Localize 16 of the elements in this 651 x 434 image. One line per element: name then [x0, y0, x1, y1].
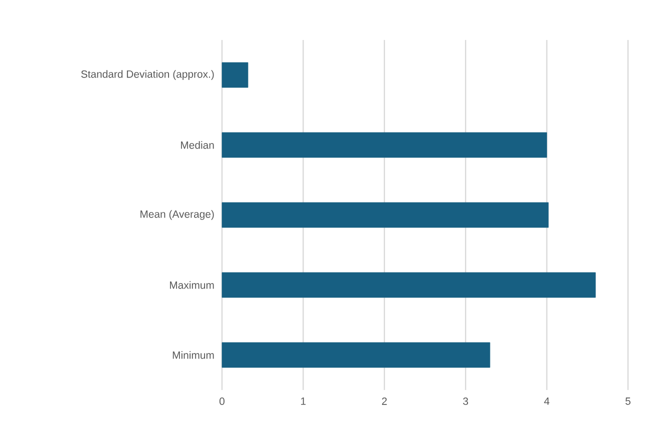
y-tick-label: Median [181, 141, 214, 149]
bar [222, 62, 248, 88]
x-tick-label: 5 [626, 398, 630, 405]
y-tick-label: Minimum [172, 351, 214, 359]
x-tick-label: 1 [301, 398, 306, 405]
x-tick-label: 4 [544, 398, 550, 405]
bar [222, 272, 596, 298]
bar [222, 202, 549, 228]
x-tick-label: 2 [382, 398, 387, 405]
x-tick-label: 3 [463, 398, 468, 405]
y-tick-label: Standard Deviation (approx.) [81, 70, 214, 80]
y-tick-label: Maximum [170, 281, 214, 289]
x-tick-label: 0 [220, 398, 224, 405]
y-tick-label: Mean (Average) [140, 210, 214, 220]
bar [222, 342, 490, 368]
bar [222, 132, 547, 158]
